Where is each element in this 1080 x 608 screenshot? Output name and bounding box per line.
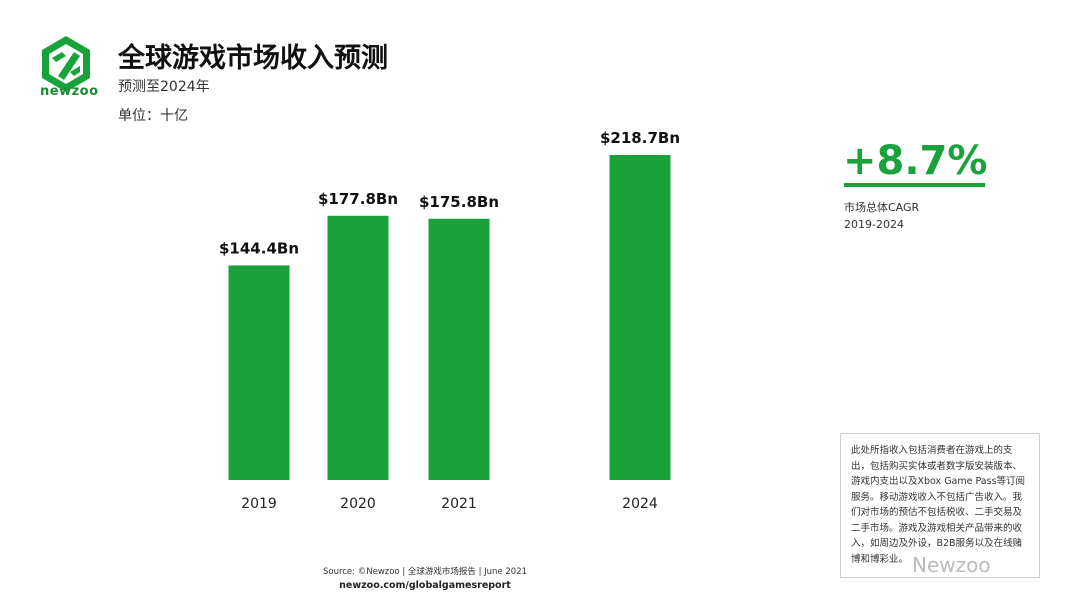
- revenue-bar-chart: $144.4Bn 2019 $177.8Bn 2020 $175.8Bn 2021 $218…: [219, 129, 680, 512]
- data-label-2019: $144.4Bn: [219, 239, 299, 257]
- cagr-label: 市场总体CAGR: [844, 201, 920, 214]
- newzoo-logo-icon: [42, 36, 90, 92]
- data-label-2021: $175.8Bn: [419, 193, 499, 211]
- bar-2021: [428, 218, 490, 480]
- page-title: 全球游戏市场收入预测: [118, 43, 388, 74]
- bar-2020: [327, 215, 389, 480]
- x-tick-2019: 2019: [241, 496, 277, 512]
- cagr-caption: 市场总体CAGR 2019-2024: [844, 199, 919, 233]
- source-text: Source: ©Newzoo | 全球游戏市场报告 | June 2021: [322, 567, 528, 577]
- bar-2024: [609, 155, 671, 480]
- x-tick-2020: 2020: [340, 496, 376, 512]
- page-subtitle: 预测至2024年: [118, 79, 210, 95]
- unit-label: 单位：十亿: [118, 108, 188, 124]
- x-tick-2024: 2024: [622, 496, 658, 512]
- x-tick-2021: 2021: [441, 496, 477, 512]
- cagr-value: +8.7%: [843, 138, 988, 184]
- watermark: Newzoo: [912, 553, 991, 577]
- data-label-2020: $177.8Bn: [318, 190, 398, 208]
- logo-text: newzoo: [40, 84, 99, 99]
- report-url: newzoo.com/globalgamesreport: [339, 580, 511, 591]
- cagr-underline: [844, 183, 985, 187]
- cagr-period: 2019-2024: [844, 218, 904, 231]
- methodology-note: 此处所指收入包括消费者在游戏上的支出，包括购买实体或者数字版安装版本、游戏内支出…: [840, 433, 1040, 578]
- data-label-2024: $218.7Bn: [600, 129, 680, 147]
- bar-2019: [228, 265, 290, 480]
